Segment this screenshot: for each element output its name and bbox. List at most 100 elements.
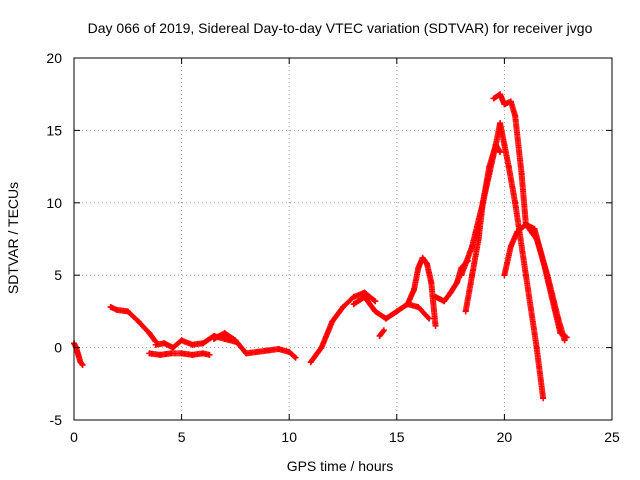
data-point: [540, 395, 547, 402]
data-marker-run: [501, 244, 514, 279]
data-series-arc-7: [350, 293, 433, 322]
data-series-arc-6: [307, 289, 379, 366]
data-point: [318, 344, 325, 351]
data-series-arc-11: [458, 120, 547, 402]
data-series-arc-2: [107, 304, 159, 345]
data-point: [221, 335, 228, 342]
data-series-layer: [71, 91, 570, 402]
data-point: [329, 318, 336, 325]
data-point: [380, 327, 387, 334]
data-point: [107, 304, 114, 311]
data-marker-run: [512, 112, 525, 176]
data-point: [512, 199, 519, 206]
y-tick-label: 15: [46, 122, 62, 138]
data-series-arc-5: [210, 330, 299, 361]
y-tick-label: 20: [46, 50, 62, 66]
data-point: [361, 293, 368, 300]
axis-ticks: 0 5 10 15 20 25 -5 0 5 10 15 20: [46, 50, 620, 445]
data-marker-run: [501, 141, 512, 169]
data-point: [432, 293, 439, 300]
data-point: [146, 330, 153, 337]
data-point: [531, 225, 538, 232]
data-point: [292, 354, 299, 361]
data-point: [114, 306, 121, 313]
data-point: [512, 112, 519, 119]
data-series-arc-1: [71, 340, 86, 368]
data-point: [462, 308, 469, 315]
data-point: [415, 304, 422, 311]
data-marker-run: [479, 164, 493, 206]
data-point: [505, 163, 512, 170]
data-point: [423, 260, 430, 267]
data-point: [432, 322, 439, 329]
y-axis-label: SDTVAR / TECUs: [5, 182, 21, 294]
data-point: [161, 340, 168, 347]
data-point: [200, 340, 207, 347]
data-point: [243, 350, 250, 357]
data-point: [548, 293, 555, 300]
x-axis-label: GPS time / hours: [287, 458, 394, 474]
data-point: [178, 337, 185, 344]
data-point: [497, 149, 504, 156]
data-point: [200, 350, 207, 357]
data-series-arc-3: [146, 350, 213, 358]
data-point: [441, 298, 448, 305]
data-marker-run: [462, 273, 475, 315]
data-marker-run: [531, 225, 546, 263]
x-tick-label: 20: [497, 429, 513, 445]
chart-title: Day 066 of 2019, Sidereal Day-to-day VTE…: [88, 20, 593, 36]
data-marker-run: [411, 266, 422, 293]
data-point: [419, 254, 426, 261]
x-tick-label: 10: [281, 429, 297, 445]
x-tick-label: 25: [604, 429, 620, 445]
y-tick-label: -5: [50, 412, 63, 428]
data-point: [557, 330, 564, 337]
data-point: [458, 272, 465, 279]
x-tick-label: 5: [178, 429, 186, 445]
data-marker-run: [522, 272, 540, 350]
data-point: [501, 101, 508, 108]
data-point: [479, 199, 486, 206]
data-point: [189, 341, 196, 348]
data-point: [454, 279, 461, 286]
data-marker-run: [533, 344, 546, 401]
data-point: [189, 351, 196, 358]
data-point: [507, 98, 514, 105]
data-point: [426, 315, 433, 322]
data-point: [210, 335, 217, 342]
data-point: [286, 348, 293, 355]
data-point: [350, 301, 357, 308]
data-point: [447, 289, 454, 296]
data-marker-run: [540, 257, 555, 299]
data-point: [307, 359, 314, 366]
data-series-arc-14: [501, 221, 570, 341]
data-point: [79, 361, 86, 368]
data-series-arc-8: [376, 327, 387, 340]
data-point: [486, 163, 493, 170]
data-point: [492, 141, 499, 148]
data-point: [383, 315, 390, 322]
data-point: [522, 221, 529, 228]
data-point: [497, 91, 504, 98]
data-point: [152, 341, 159, 348]
data-point: [372, 308, 379, 315]
data-point: [275, 346, 282, 353]
data-point: [124, 308, 131, 315]
data-point: [518, 170, 525, 177]
data-point: [393, 308, 400, 315]
data-series-arc-9: [404, 254, 439, 329]
y-tick-label: 0: [54, 340, 62, 356]
data-point: [475, 236, 482, 242]
data-point: [522, 272, 529, 279]
plot-frame: [73, 57, 613, 421]
y-tick-label: 5: [54, 267, 62, 283]
data-point: [540, 257, 547, 264]
data-point: [350, 293, 357, 300]
x-tick-label: 15: [389, 429, 405, 445]
data-point: [146, 350, 153, 357]
data-point: [469, 272, 476, 279]
data-point: [428, 279, 435, 286]
data-marker-run: [505, 163, 518, 205]
data-point: [507, 243, 514, 250]
